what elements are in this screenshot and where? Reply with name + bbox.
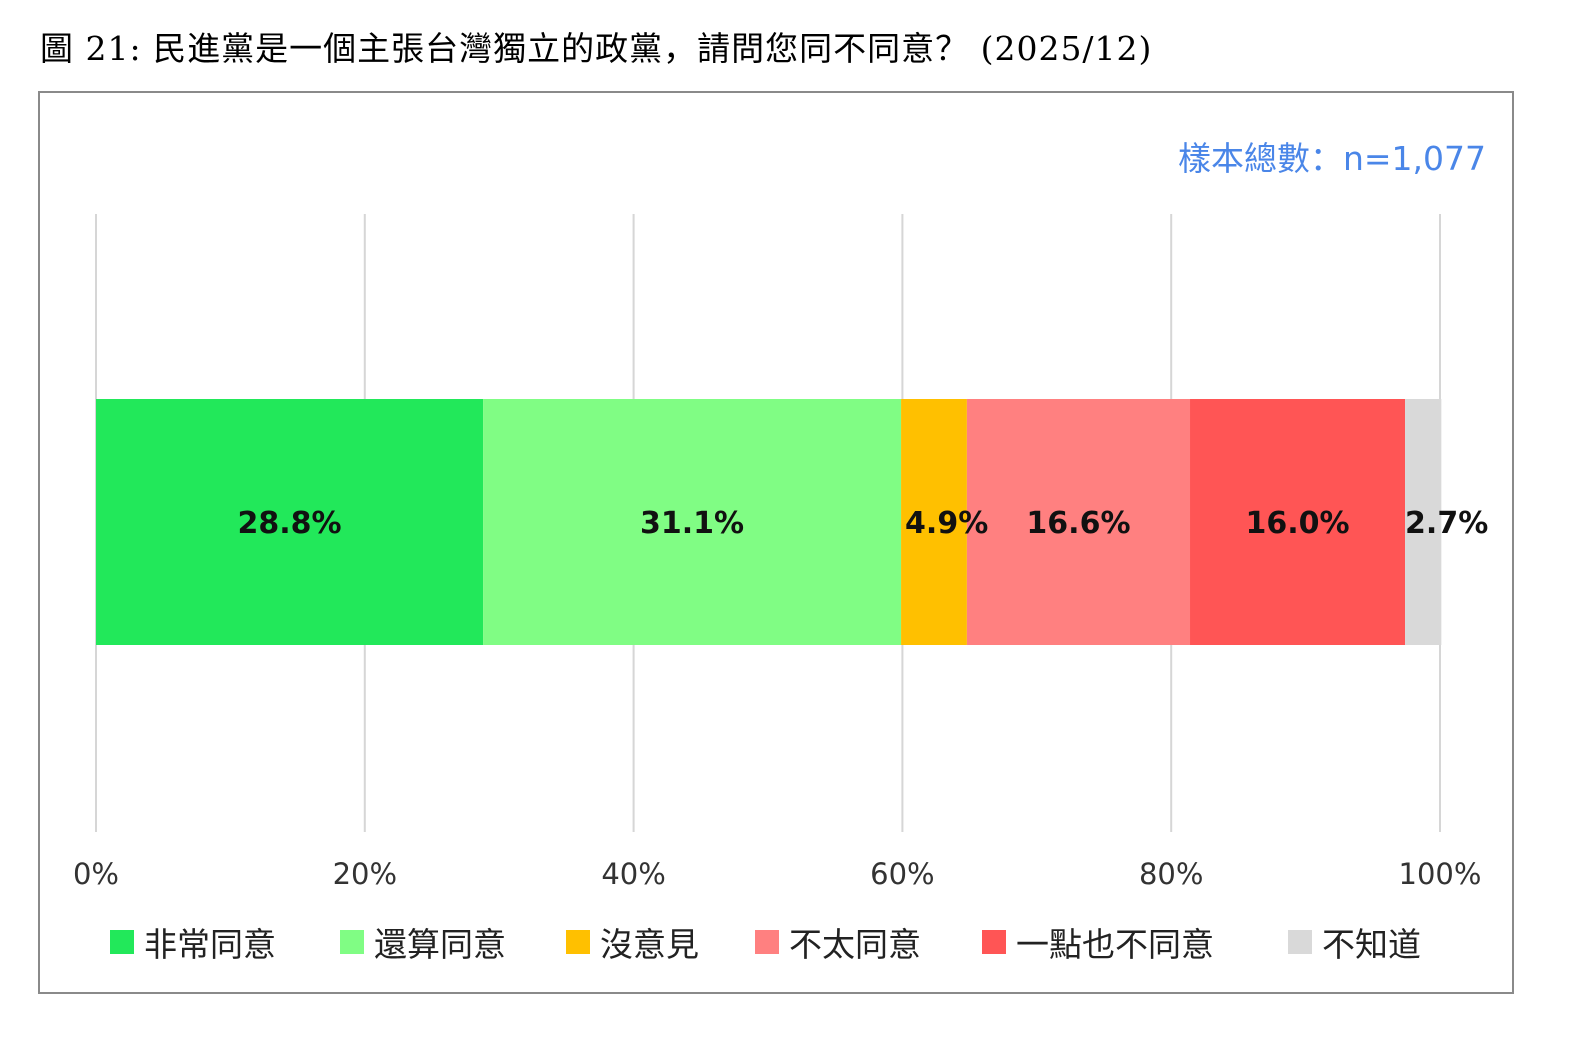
bar-segment: [901, 399, 967, 645]
legend: 非常同意 還算同意 沒意見 不太同意 一點也不同意 不知道: [0, 918, 1572, 966]
legend-item: 一點也不同意: [982, 918, 1214, 966]
data-label: 2.7%: [1405, 506, 1488, 541]
data-label: 31.1%: [640, 506, 744, 541]
bar-segment: [966, 399, 1191, 645]
x-tick-label: 0%: [73, 857, 119, 891]
legend-label: 不太同意: [789, 925, 921, 964]
data-labels: 28.8% 31.1% 4.9% 16.6% 16.0% 2.7%: [237, 506, 1488, 541]
x-tick-label: 60%: [870, 857, 934, 891]
data-label: 4.9%: [905, 506, 988, 541]
data-label: 28.8%: [237, 506, 341, 541]
legend-swatch: [755, 930, 779, 954]
sample-size-label: 樣本總數：n=1,077: [1177, 139, 1486, 178]
bar-segment: [483, 399, 902, 645]
legend-item: 不知道: [1288, 918, 1421, 966]
legend-item: 非常同意: [110, 918, 276, 966]
legend-swatch: [566, 930, 590, 954]
legend-label: 一點也不同意: [1016, 925, 1214, 964]
legend-label: 非常同意: [144, 925, 276, 964]
bar-segments: [96, 399, 1442, 645]
legend-swatch: [982, 930, 1006, 954]
legend-label: 沒意見: [600, 925, 699, 964]
legend-item: 還算同意: [340, 918, 506, 966]
bar-segment: [1405, 399, 1442, 645]
x-axis-ticks: 0% 20% 40% 60% 80% 100%: [73, 857, 1481, 891]
x-tick-label: 20%: [333, 857, 397, 891]
data-label: 16.0%: [1245, 506, 1349, 541]
x-tick-label: 100%: [1399, 857, 1482, 891]
figure-title: 圖 21: 民進黨是一個主張台灣獨立的政黨，請問您同不同意？ (2025/12): [40, 29, 1153, 68]
x-tick-label: 80%: [1139, 857, 1203, 891]
bar-segment: [96, 399, 484, 645]
legend-item: 不太同意: [755, 918, 921, 966]
bar-segment: [1190, 399, 1406, 645]
legend-item: 沒意見: [566, 918, 699, 966]
legend-swatch: [1288, 930, 1312, 954]
legend-swatch: [340, 930, 364, 954]
legend-swatch: [110, 930, 134, 954]
data-label: 16.6%: [1026, 506, 1130, 541]
x-tick-label: 40%: [601, 857, 665, 891]
chart-frame: [38, 91, 1514, 994]
legend-label: 不知道: [1322, 925, 1421, 964]
legend-label: 還算同意: [374, 925, 506, 964]
